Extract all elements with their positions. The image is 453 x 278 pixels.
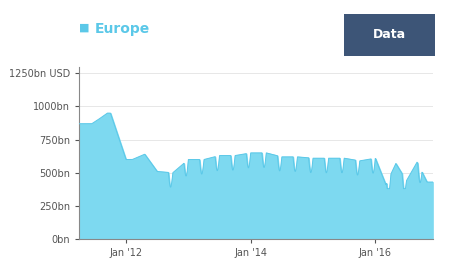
- Text: Data: Data: [373, 28, 406, 41]
- Text: ■: ■: [79, 22, 93, 32]
- Text: Europe: Europe: [95, 22, 150, 36]
